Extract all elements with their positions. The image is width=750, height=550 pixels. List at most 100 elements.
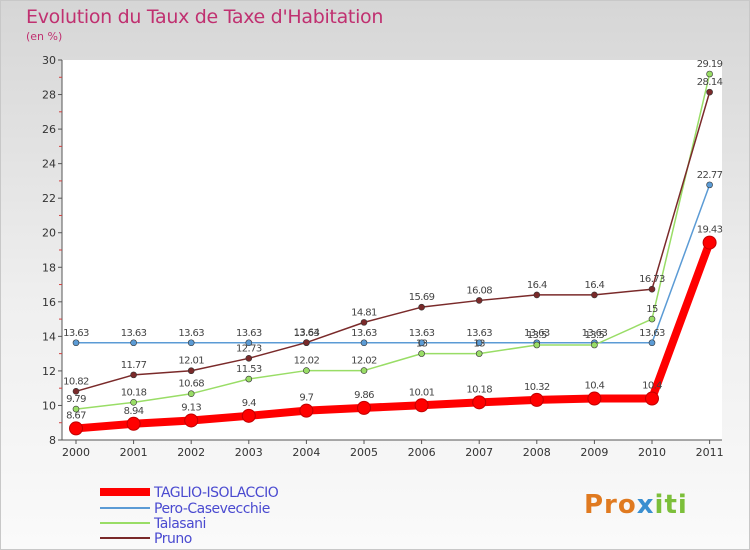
data-label: 13.63 [236, 328, 262, 339]
series-point-1 [418, 339, 425, 347]
data-label: 9.79 [66, 394, 86, 405]
series-point-2 [475, 350, 483, 357]
series-point-1 [475, 339, 483, 347]
series-point-2 [245, 375, 253, 383]
data-label: 8.94 [124, 406, 144, 417]
series-point-3 [245, 354, 253, 362]
y-tick-label: 8 [49, 434, 56, 447]
legend-label: Pero-Casevecchie [154, 501, 270, 517]
series-point-2 [303, 367, 310, 374]
series-point-3 [130, 371, 137, 379]
data-label: 10.32 [524, 382, 550, 393]
legend-label: TAGLIO-ISOLACCIO [153, 485, 279, 501]
series-point-3 [303, 339, 310, 346]
series-point-2 [418, 350, 425, 357]
data-label: 13.63 [409, 328, 435, 339]
y-tick-label: 12 [42, 365, 56, 378]
series-point-1 [706, 181, 713, 189]
data-label: 11.77 [121, 360, 147, 371]
series-point-3 [533, 291, 541, 299]
series-line-3 [75, 91, 711, 393]
data-label: 19.43 [697, 225, 723, 236]
series-point-1 [360, 339, 368, 347]
x-tick-label: 2005 [350, 446, 378, 459]
data-label: 13.63 [351, 328, 377, 339]
y-tick-label: 20 [42, 227, 56, 240]
y-tick-label: 18 [42, 261, 56, 274]
series-point-1 [187, 339, 195, 347]
data-label: 12.02 [294, 356, 320, 367]
y-tick-label: 22 [42, 192, 56, 205]
series-point-2 [130, 399, 137, 406]
legend-label: Pruno [154, 531, 192, 547]
series-point-2 [72, 405, 80, 413]
data-label: 13.63 [178, 328, 204, 339]
data-label: 9.7 [299, 393, 313, 404]
y-tick-label: 28 [42, 89, 56, 102]
data-label: 9.86 [354, 390, 374, 401]
series-point-0 [529, 392, 544, 407]
x-tick-label: 2001 [120, 446, 148, 459]
series-point-2 [591, 341, 598, 349]
chart-title: Evolution du Taux de Taxe d'Habitation [26, 6, 384, 28]
legend-label: Talasani [153, 516, 206, 532]
data-label: 13.63 [524, 328, 550, 339]
data-label: 16.4 [527, 280, 547, 291]
series-point-0 [414, 398, 429, 413]
x-tick-label: 2004 [292, 446, 320, 459]
x-tick-label: 2000 [62, 446, 90, 459]
data-label: 9.4 [242, 398, 256, 409]
series-point-1 [72, 339, 80, 347]
series-point-3 [187, 367, 195, 375]
series-point-2 [648, 315, 656, 323]
chart-subtitle: (en %) [26, 30, 63, 43]
data-label: 15 [646, 304, 658, 315]
data-label: 29.19 [697, 59, 723, 70]
data-label: 11.53 [236, 364, 262, 375]
data-label: 22.77 [697, 170, 723, 181]
data-label: 16.73 [639, 274, 665, 285]
y-tick-label: 16 [42, 296, 56, 309]
y-tick-label: 10 [42, 399, 56, 412]
series-point-0 [587, 391, 602, 406]
data-label: 10.18 [121, 387, 147, 398]
logo-part-iti: iti [654, 490, 688, 520]
x-tick-label: 2009 [580, 446, 608, 459]
data-label: 15.69 [409, 292, 435, 303]
data-label: 12.01 [178, 356, 204, 367]
series-point-0 [241, 408, 256, 423]
x-tick-label: 2007 [465, 446, 493, 459]
data-label: 10.01 [409, 387, 435, 398]
data-label: 10.82 [63, 376, 89, 387]
data-label: 13.63 [639, 328, 665, 339]
data-label: 13.64 [294, 328, 320, 339]
y-tick-label: 26 [42, 123, 56, 136]
series-point-2 [187, 390, 195, 398]
series-point-0 [645, 391, 659, 406]
data-label: 10.68 [178, 379, 204, 390]
y-tick-label: 14 [42, 330, 56, 343]
series-point-3 [648, 285, 656, 293]
series-point-0 [472, 395, 487, 410]
data-label: 12.02 [351, 356, 377, 367]
plot-area [62, 60, 722, 440]
data-label: 10.4 [642, 381, 662, 392]
series-point-1 [130, 339, 137, 347]
data-label: 13.63 [63, 328, 89, 339]
data-label: 12.73 [236, 343, 262, 354]
x-tick-label: 2006 [408, 446, 436, 459]
series-point-3 [72, 387, 80, 395]
data-label: 13.63 [582, 328, 608, 339]
data-label: 13.5 [584, 330, 604, 341]
series-point-2 [360, 367, 368, 374]
x-tick-label: 2010 [638, 446, 666, 459]
x-tick-label: 2008 [523, 446, 551, 459]
series-point-3 [706, 88, 713, 96]
series-point-0 [184, 413, 199, 428]
logo-part-x: x [636, 490, 655, 520]
logo-part-pro: Pro [584, 490, 637, 520]
data-label: 13.63 [466, 328, 492, 339]
data-label: 9.13 [181, 402, 201, 413]
series-point-0 [299, 403, 314, 418]
y-tick-label: 30 [42, 54, 56, 67]
